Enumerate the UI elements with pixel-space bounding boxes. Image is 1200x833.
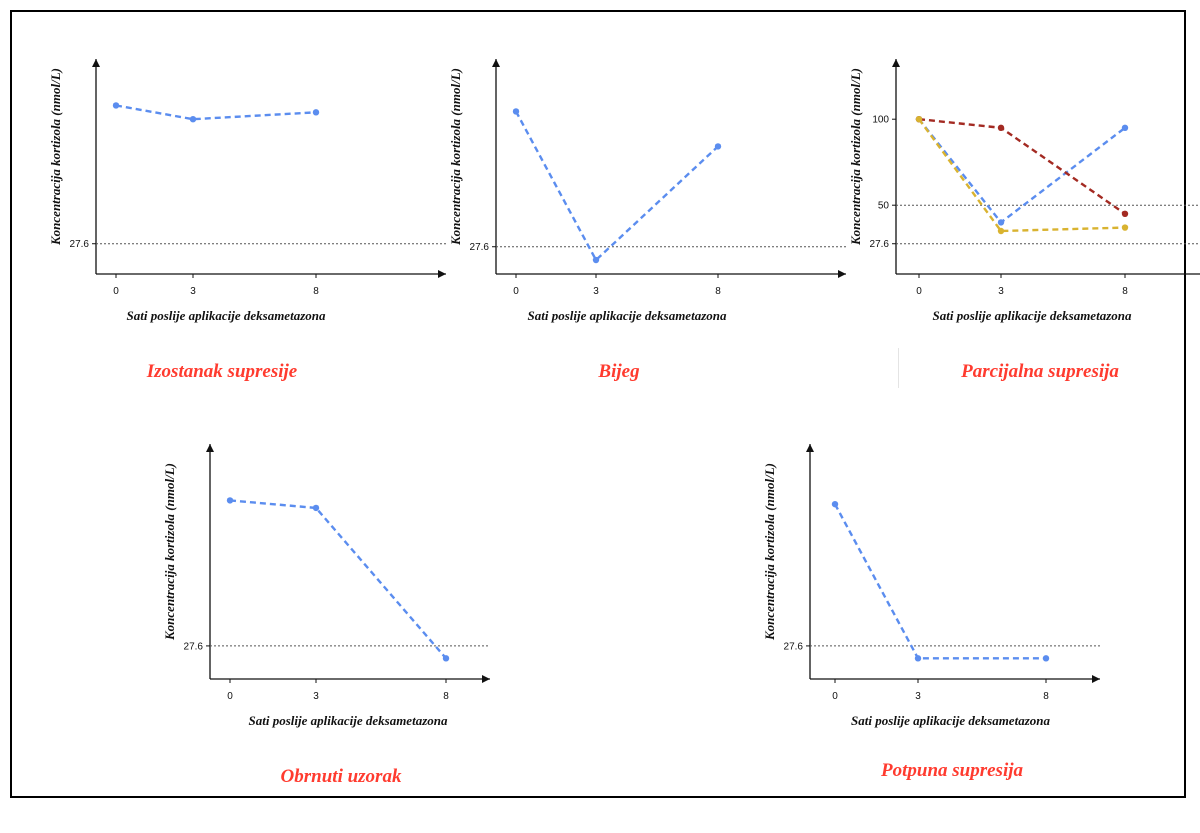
y-tick-label: 100 [872,115,889,126]
data-point [112,102,120,109]
series-line [918,118,1126,233]
series-line [115,104,317,121]
chart-parcijalna-supresija: 27.6 50 100 0 3 8 Sati poslije aplikacije deks… [838,52,1200,452]
series-line [833,503,1046,660]
x-tick-label: 0 [916,286,922,297]
x-tick-label: 3 [998,286,1004,297]
x-axis-label: Sati poslije aplikacije deksametazona [851,713,1050,728]
chart-title-obrnuti-uzorak: Obrnuti uzorak [280,766,402,787]
x-tick-label: 3 [313,691,319,702]
data-point [1121,224,1129,231]
figure-frame [10,10,1186,798]
y-axis-label: Koncentracija kortizola (nmol/L) [162,463,177,641]
series-line [229,499,447,660]
chart-potpuna-supresija: 27.6 0 3 8 Sati poslije aplikacije deksameta… [752,433,1200,833]
chart-svg: 27.6 0 3 8 Sati poslije aplikacije deksameta… [48,59,446,323]
chart-title-potpuna-supresija: Potpuna supresija [880,760,1024,781]
data-point [189,116,197,123]
y-tick-label: 27.6 [470,242,490,253]
y-axis-label: Koncentracija kortizola (nmol/L) [762,463,777,641]
y-tick-label: 27.6 [870,239,890,250]
chart-title-parcijalna-supresija: Parcijalna supresija [961,361,1119,382]
y-tick-label: 27.6 [70,239,90,250]
y-axis-arrow [806,444,814,452]
data-point [915,116,923,123]
series-line [918,118,1126,215]
x-axis-arrow [438,270,446,278]
chart-bijeg: 27.6 0 3 8 Sati poslije aplikacije deksameta… [438,52,898,452]
chart-svg: 27.6 0 3 8 Sati poslije aplikacije deksameta… [762,444,1100,728]
x-axis-arrow [1092,675,1100,683]
x-tick-label: 0 [113,286,119,297]
x-tick-label: 8 [313,286,319,297]
x-tick-label: 0 [513,286,519,297]
data-point [714,143,722,150]
x-tick-label: 3 [593,286,599,297]
chart-title-izostanak-supresije: Izostanak supresije [146,361,298,382]
y-tick-label: 27.6 [184,641,204,652]
y-tick-label: 50 [878,201,890,212]
data-point [997,219,1005,226]
x-tick-label: 0 [832,691,838,702]
data-point [226,497,234,504]
y-axis-arrow [492,59,500,67]
data-point [312,109,320,116]
y-axis-label: Koncentracija kortizola (nmol/L) [48,68,63,246]
x-axis-label: Sati poslije aplikacije deksametazona [249,713,448,728]
data-point [1121,124,1129,131]
chart-obrnuti-uzorak: 27.6 0 3 8 Sati poslije aplikacije deksameta… [152,433,612,833]
x-tick-label: 0 [227,691,233,702]
series-line [918,118,1126,225]
x-axis-label: Sati poslije aplikacije deksametazona [127,308,326,323]
x-tick-label: 8 [1122,286,1128,297]
data-point [997,227,1005,235]
y-axis-label: Koncentracija kortizola (nmol/L) [848,68,863,246]
chart-svg: 27.6 0 3 8 Sati poslije aplikacije deksameta… [448,59,846,323]
data-point [997,124,1005,131]
data-point [1121,210,1129,217]
y-axis-arrow [892,59,900,67]
y-tick-label: 27.6 [784,641,804,652]
y-axis-arrow [206,444,214,452]
x-axis-arrow [838,270,846,278]
data-point [831,500,839,508]
data-point [914,655,922,662]
x-tick-label: 8 [1043,691,1049,702]
x-tick-label: 8 [715,286,721,297]
x-axis-label: Sati poslije aplikacije deksametazona [528,308,727,323]
y-axis-arrow [92,59,100,67]
divider [898,348,899,388]
x-axis-arrow [482,675,490,683]
x-tick-label: 3 [915,691,921,702]
chart-izostanak-supresije: 27.6 0 3 8 Sati poslije aplikacije deksameta… [38,52,498,452]
data-point [312,504,320,512]
x-tick-label: 3 [190,286,196,297]
y-axis-label: Koncentracija kortizola (nmol/L) [448,68,463,246]
data-point [512,108,520,115]
data-point [592,256,600,264]
data-point [442,655,450,662]
chart-title-bijeg: Bijeg [598,361,640,382]
chart-svg: 27.6 50 100 0 3 8 Sati poslije aplikacije deks… [848,59,1200,323]
x-tick-label: 8 [443,691,449,702]
data-point [1042,655,1050,662]
x-axis-label: Sati poslije aplikacije deksametazona [933,308,1132,323]
chart-svg: 27.6 0 3 8 Sati poslije aplikacije deksameta… [162,444,490,728]
series-line [514,110,719,262]
